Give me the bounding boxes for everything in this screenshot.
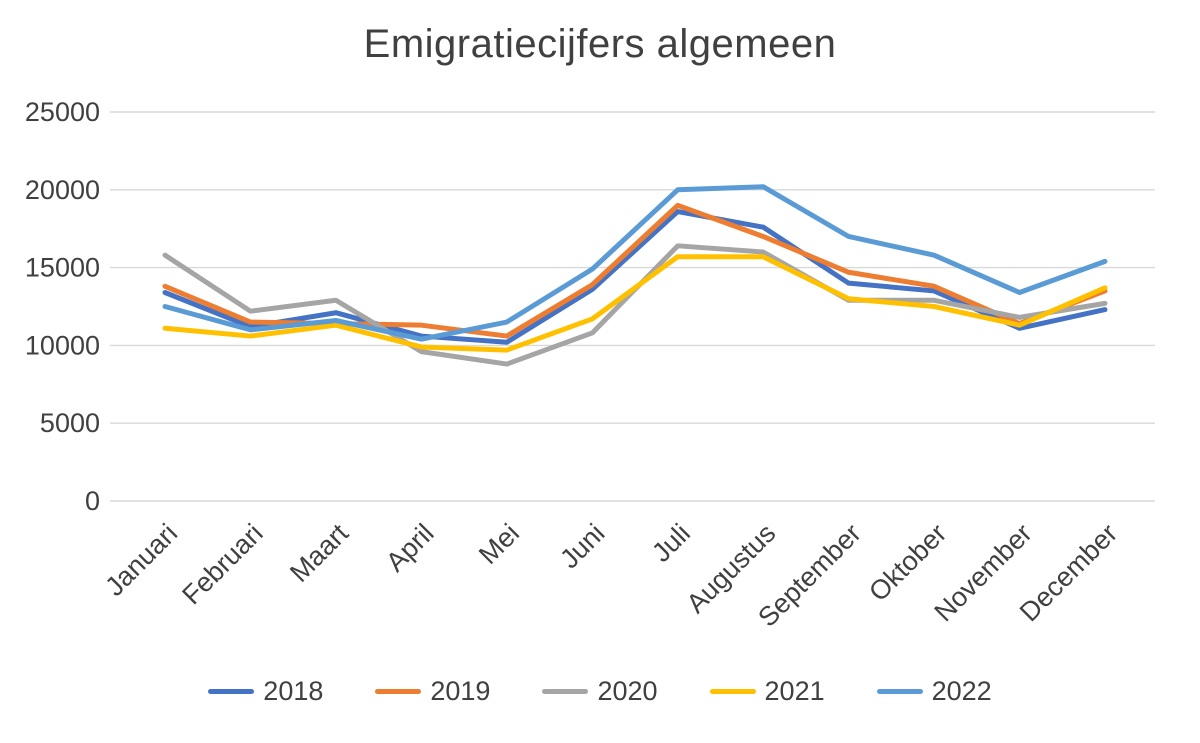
legend-label-2019: 2019: [430, 675, 491, 706]
legend-item-2019: 2019: [375, 676, 490, 707]
x-tick-label-mei: Mei: [473, 518, 525, 570]
y-tick-label-15000: 15000: [25, 253, 100, 283]
y-tick-label-25000: 25000: [25, 97, 100, 127]
y-tick-label-10000: 10000: [25, 330, 100, 360]
legend-swatch-2020: [542, 688, 589, 694]
legend: 2018 2019 2020 2021 2022: [0, 670, 1200, 712]
legend-item-2018: 2018: [208, 676, 323, 707]
legend-swatch-2021: [709, 688, 756, 694]
x-tick-label-oktober: Oktober: [863, 518, 952, 607]
legend-swatch-2018: [208, 688, 255, 694]
y-tick-label-5000: 5000: [40, 408, 100, 438]
legend-swatch-2019: [375, 688, 422, 694]
series-line-2021: [162, 254, 1108, 353]
legend-label-2018: 2018: [263, 675, 324, 706]
y-tick-label-20000: 20000: [25, 175, 100, 205]
x-tick-label-juli: Juli: [646, 518, 696, 568]
x-tick-label-maart: Maart: [284, 518, 354, 588]
series-line-2020: [162, 243, 1108, 367]
legend-label-2020: 2020: [597, 675, 658, 706]
x-tick-label-januari: Januari: [99, 518, 183, 602]
legend-item-2022: 2022: [876, 675, 992, 707]
series-line-2022: [162, 184, 1108, 342]
legend-label-2022: 2022: [931, 675, 992, 706]
y-tick-label-0: 0: [85, 486, 100, 516]
legend-label-2021: 2021: [764, 675, 825, 706]
plot-area: 0 5000 10000 15000 20000 25000 JanuariFebruari…: [25, 97, 1155, 633]
series-line-2018: [162, 209, 1108, 345]
legend-item-2021: 2021: [709, 675, 825, 707]
x-tick-label-april: April: [380, 518, 439, 577]
x-tick-label-februari: Februari: [176, 518, 268, 610]
legend-item-2020: 2020: [542, 675, 658, 707]
x-tick-label-juni: Juni: [554, 518, 610, 574]
legend-swatch-2022: [876, 688, 923, 694]
chart-title: Emigratiecijfers algemeen: [363, 22, 837, 66]
